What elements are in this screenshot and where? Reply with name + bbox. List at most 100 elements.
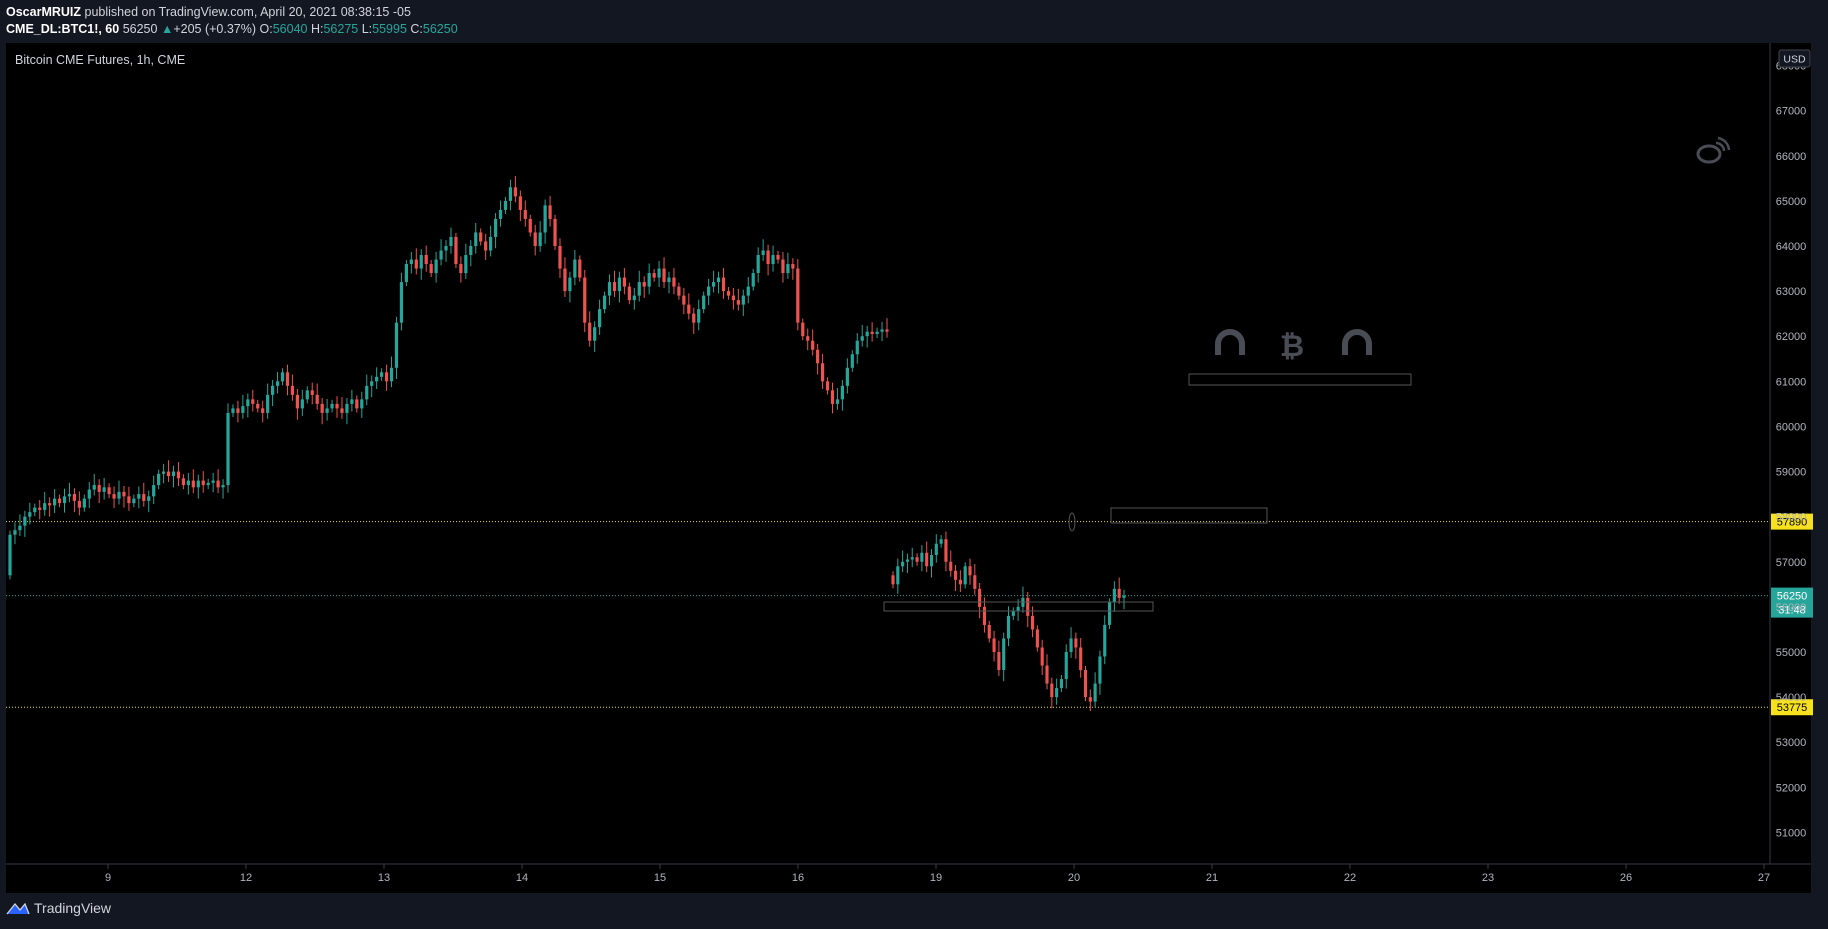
candle-body (399, 282, 404, 323)
low-value: 55995 (372, 22, 407, 36)
footer: TradingView (6, 900, 111, 916)
candle-body (389, 367, 394, 382)
chart-title: Bitcoin CME Futures, 1h, CME (15, 53, 185, 67)
candle-body (617, 277, 622, 292)
candle-body (573, 259, 577, 278)
candle-body (811, 340, 815, 350)
candle-body (553, 218, 557, 246)
candle-body (429, 264, 433, 274)
candle-body (607, 282, 612, 296)
currency-label: USD (1783, 54, 1806, 66)
candle-body (52, 498, 57, 506)
ellipse-drawing[interactable] (1068, 512, 1076, 532)
candle-body (152, 485, 156, 497)
rectangle-drawing[interactable] (1188, 373, 1412, 386)
price-tick-label: 63000 (1776, 286, 1807, 298)
candle-body (117, 491, 121, 499)
candle-body (518, 196, 522, 210)
candle-body (1011, 611, 1015, 616)
candle-body (1083, 670, 1088, 698)
bitcoin-icon: ₿ (1280, 329, 1304, 364)
candle-body (404, 264, 408, 283)
time-tick-label: 21 (1206, 872, 1218, 884)
candle-body (677, 286, 681, 296)
candle-body (820, 363, 825, 382)
candle-body (280, 372, 285, 382)
footer-brand[interactable]: TradingView (34, 900, 112, 916)
candle-body (196, 480, 200, 488)
candle-body (365, 385, 369, 400)
candle-body (662, 268, 666, 283)
candle-body (716, 277, 721, 283)
candle-body (325, 408, 329, 413)
candle-body (896, 566, 900, 585)
candle-body (186, 480, 190, 486)
candle-body (132, 498, 136, 504)
time-tick-label: 12 (240, 872, 252, 884)
candle-body (855, 340, 859, 355)
candle-body (602, 295, 607, 310)
price-tag (1771, 513, 1813, 530)
candle-body (33, 507, 37, 513)
price-tick-label: 60000 (1776, 421, 1807, 433)
candle-body (340, 408, 344, 413)
time-tick-label: 26 (1620, 872, 1632, 884)
candle-body (107, 487, 111, 495)
candle-body (360, 399, 364, 409)
candle-body (1074, 638, 1078, 648)
symbol-line: CME_DL:BTC1!, 60 56250 ▲+205 (+0.37%) O:… (6, 21, 458, 38)
candle-body (161, 471, 166, 474)
drawing-boxes[interactable] (883, 373, 1412, 612)
candle-body (657, 268, 661, 278)
candle-body (885, 329, 889, 332)
candle-body (38, 507, 42, 510)
candle-body (211, 480, 215, 483)
candle-body (350, 399, 354, 404)
currency-button[interactable] (1778, 49, 1811, 68)
candle-body (241, 406, 245, 413)
rectangle-drawing[interactable] (1110, 507, 1268, 524)
candle-body (968, 566, 972, 576)
candle-body (647, 273, 651, 287)
candle-body (355, 399, 359, 409)
candle-body (409, 259, 413, 265)
candle-body (1030, 615, 1035, 630)
candle-body (112, 494, 116, 499)
time-tick-label: 19 (930, 872, 942, 884)
candle-body (77, 500, 81, 508)
candle-body (687, 304, 691, 314)
candle-body (860, 336, 864, 341)
candle-body (533, 232, 537, 246)
candle-body (697, 309, 701, 323)
candle-body (905, 559, 910, 562)
candle-body (1055, 688, 1059, 698)
candle-body (672, 277, 676, 287)
candle-body (444, 245, 448, 251)
candle-body (493, 218, 498, 237)
candle-body (72, 494, 77, 501)
candle-body (102, 487, 106, 492)
candle-body (23, 516, 27, 526)
price-tick-label: 65000 (1776, 196, 1807, 208)
author-link[interactable]: OscarMRUIZ (6, 5, 82, 19)
candle-body (791, 264, 795, 269)
candle-body (1093, 683, 1097, 702)
candle-body (583, 277, 587, 323)
candle-body (1088, 697, 1092, 702)
time-tick-label: 23 (1482, 872, 1494, 884)
rectangle-drawing[interactable] (883, 601, 1154, 612)
candle-body (548, 205, 552, 219)
candle-body (157, 473, 161, 486)
candle-body (1050, 683, 1054, 698)
price-tag-label: 53775 (1777, 702, 1808, 714)
candle-body (1098, 656, 1102, 684)
candle-body (870, 331, 874, 334)
candle-body (736, 300, 740, 305)
time-tick-label: 16 (792, 872, 804, 884)
candle-body (958, 579, 962, 585)
symbol-label[interactable]: CME_DL:BTC1!, 60 (6, 22, 120, 36)
time-tick-label: 22 (1344, 872, 1356, 884)
publish-line: OscarMRUIZ published on TradingView.com,… (6, 4, 458, 21)
candle-body (206, 482, 210, 486)
